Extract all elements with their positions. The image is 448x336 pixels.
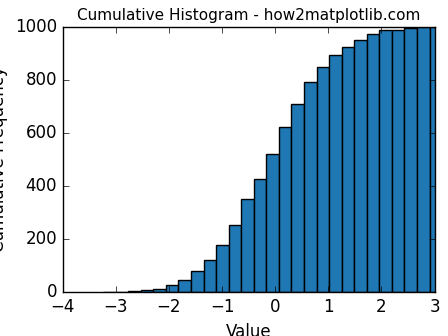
Title: Cumulative Histogram - how2matplotlib.com: Cumulative Histogram - how2matplotlib.co… <box>77 8 420 23</box>
Bar <box>379 30 392 292</box>
Bar <box>317 67 329 292</box>
Bar <box>141 290 153 292</box>
Bar <box>367 34 379 292</box>
Bar <box>216 245 228 292</box>
Bar <box>279 127 292 292</box>
Bar <box>153 289 166 292</box>
Bar <box>329 55 342 292</box>
Bar <box>266 154 279 292</box>
Bar <box>342 47 354 292</box>
Bar <box>442 27 448 292</box>
Bar <box>430 27 442 292</box>
Bar <box>166 285 178 292</box>
Bar <box>292 104 304 292</box>
Bar <box>405 28 417 292</box>
Bar <box>228 225 241 292</box>
Bar <box>417 28 430 292</box>
Bar <box>304 82 317 292</box>
Bar <box>203 260 216 292</box>
Bar <box>241 200 254 292</box>
Bar <box>254 179 266 292</box>
Bar <box>128 291 141 292</box>
Bar <box>178 280 191 292</box>
Bar <box>392 30 405 292</box>
Bar <box>191 270 203 292</box>
Bar <box>354 40 367 292</box>
Y-axis label: Cumulative Frequency: Cumulative Frequency <box>0 67 8 252</box>
X-axis label: Value: Value <box>226 323 271 336</box>
